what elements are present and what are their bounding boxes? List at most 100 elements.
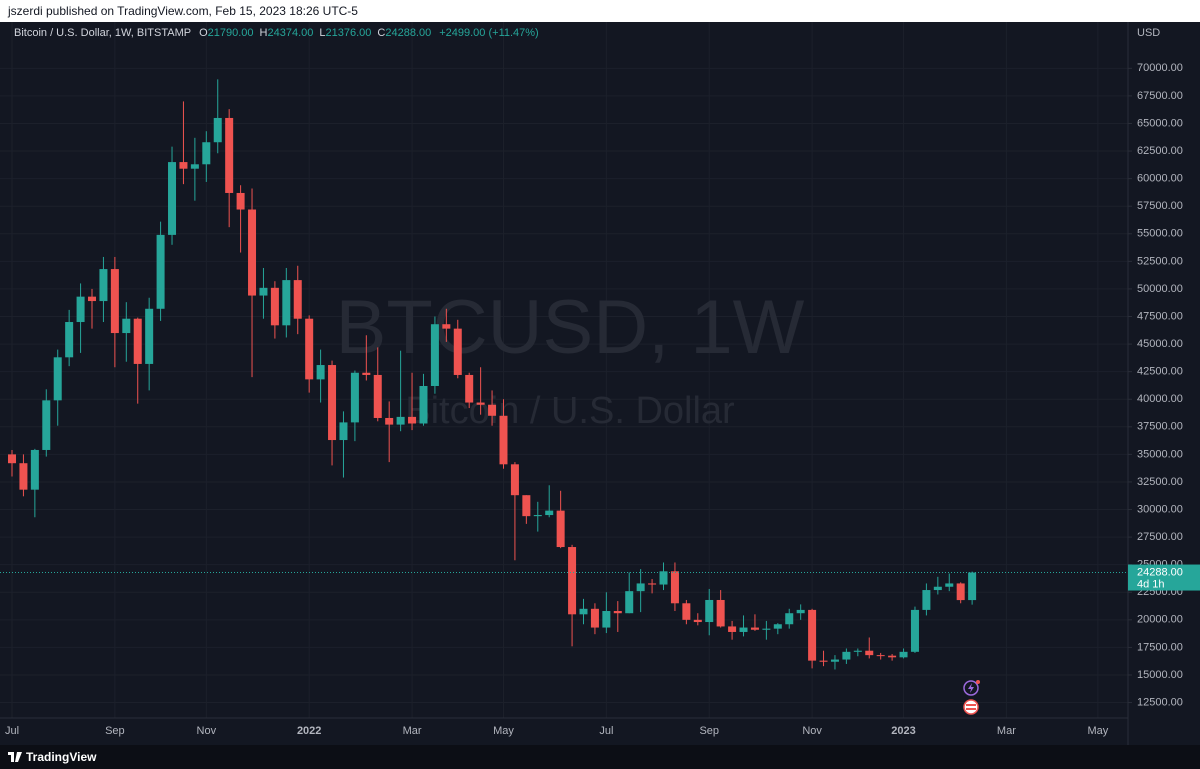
y-tick-label: 50000.00 [1137,283,1183,295]
candle-body [408,416,417,424]
y-tick-label: 62500.00 [1137,145,1183,157]
flag-stripe [966,704,976,706]
ohlc-key: H [259,27,268,39]
candle-body [270,287,279,326]
ohlc-item: H24374.00 [260,27,314,39]
candle-body [602,611,611,628]
candle-body [213,117,222,143]
ohlc-value: 21790.00 [207,27,254,39]
candle-body [728,626,737,632]
x-tick-label: Mar [403,725,422,737]
candle-body [122,318,131,334]
candle-body [53,357,62,401]
candle-body [682,603,691,620]
candle-body [156,234,165,309]
grid [0,22,1128,718]
x-tick-label: Jul [599,725,613,737]
candle-body [282,280,291,326]
candle-body [636,583,645,592]
candle-body [225,117,234,193]
y-tick-label: 60000.00 [1137,173,1183,185]
candle-body [910,609,919,652]
candle-body [476,402,485,405]
event-icon [963,680,979,696]
y-tick-label: 37500.00 [1137,421,1183,433]
candle-body [396,416,405,425]
candle-body [259,287,268,296]
candle-body [419,385,428,424]
x-tick-label: May [1087,725,1108,737]
candle-body [579,608,588,615]
y-tick-label: 17500.00 [1137,641,1183,653]
y-tick-label: 47500.00 [1137,310,1183,322]
watermark-subtitle: Bitcoin / U.S. Dollar [405,390,735,432]
y-tick-label: 55000.00 [1137,228,1183,240]
candle-body [88,296,97,302]
candle-body [716,599,725,627]
ohlc-value: 24288.00 [385,27,432,39]
x-tick-label: Jul [5,725,19,737]
candle-body [522,495,531,517]
flag-stripe [966,708,976,710]
y-tick-label: 57500.00 [1137,200,1183,212]
candle-body [453,328,462,375]
candle-body [248,209,257,296]
candle-body [76,296,85,323]
candle-body [750,627,759,630]
y-tick-label: 20000.00 [1137,614,1183,626]
price-change: +2499.00 (+11.47%) [439,27,539,39]
candle-body [488,404,497,416]
y-tick-label: 42500.00 [1137,366,1183,378]
logo-mark [8,752,22,762]
symbol-name: Bitcoin / U.S. Dollar, 1W, BITSTAMP [14,27,192,39]
candle-body [956,583,965,601]
candle-body [362,372,371,375]
candle-body [625,591,634,614]
candle-body [796,609,805,614]
x-tick-label: Mar [997,725,1016,737]
candle-body [19,463,28,490]
candle-body [888,655,897,658]
publish-bar: jszerdi published on TradingView.com, Fe… [0,0,1200,22]
ohlc-value: 21376.00 [325,27,372,39]
y-tick-label: 35000.00 [1137,448,1183,460]
candle-body [168,162,177,235]
candle-body [339,422,348,441]
candle-body [533,515,542,517]
candle-body [773,624,782,629]
candle-body [819,660,828,662]
y-tick-label: 12500.00 [1137,696,1183,708]
candle-body [65,322,74,358]
ohlc-item: L21376.00 [319,27,371,39]
candle-body [293,280,302,319]
y-tick-label: 30000.00 [1137,503,1183,515]
y-tick-label: 52500.00 [1137,255,1183,267]
candle-body [659,571,668,585]
candle-body [545,510,554,516]
candle-body [499,415,508,465]
candle-body [385,417,394,425]
candle-body [568,547,577,615]
x-tick-label: 2023 [891,725,915,737]
y-tick-label: 15000.00 [1137,669,1183,681]
x-tick-label: 2022 [297,725,321,737]
x-tick-label: Nov [197,725,217,737]
event-icon-glyph [968,683,974,693]
chart-background [0,22,1200,745]
candle-body [922,590,931,610]
y-tick-label: 65000.00 [1137,117,1183,129]
logo-text: TradingView [26,750,97,764]
ohlc-value: 24374.00 [267,27,314,39]
y-tick-label: 70000.00 [1137,62,1183,74]
last-price-badge [1128,564,1200,591]
candle-body [316,365,325,380]
ohlc-key: O [199,27,208,39]
candle-body [968,572,977,601]
x-tick-label: Sep [105,725,125,737]
candle-body [876,655,885,657]
candle-body [8,454,16,464]
candle-body [705,599,714,623]
event-icons [963,680,980,715]
